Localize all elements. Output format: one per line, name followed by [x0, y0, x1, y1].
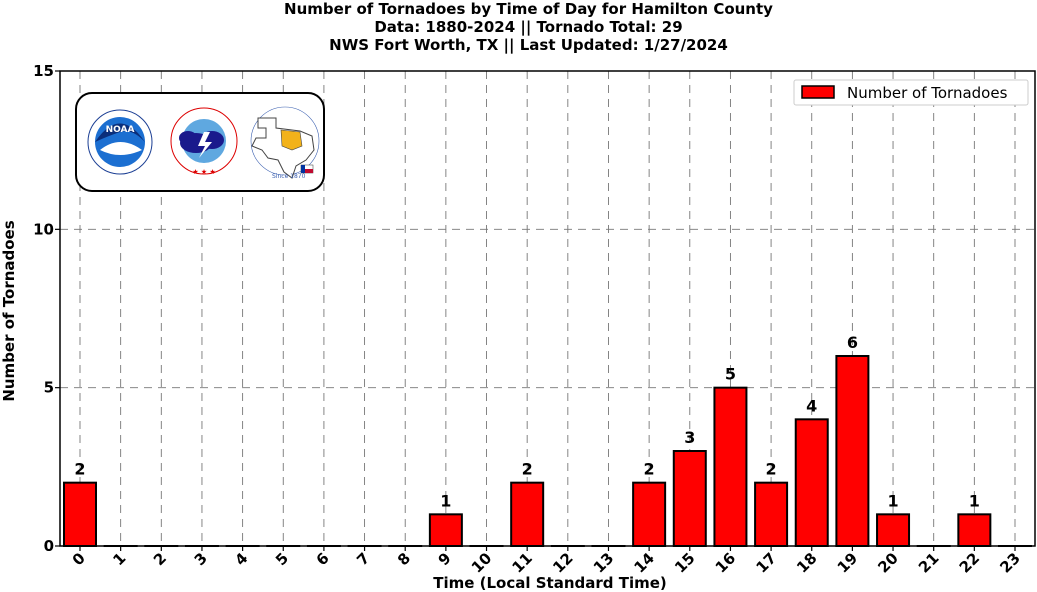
y-tick-label: 10: [33, 220, 54, 238]
data-labels-group: 2 1 2 2 3 5 2 4 6 1 1: [74, 333, 979, 510]
bar: [957, 513, 992, 547]
y-axis-label: Number of Tornadoes: [0, 220, 18, 401]
data-label: 2: [766, 460, 777, 479]
y-tick-label: 15: [33, 62, 54, 80]
x-tick-label: 4: [231, 549, 251, 569]
bar: [754, 481, 789, 547]
x-tick-label: 19: [834, 549, 861, 576]
x-tick-label: 6: [313, 549, 333, 569]
nws-star-icon: ★ ★ ★: [192, 168, 215, 176]
y-tick-label: 5: [44, 379, 54, 397]
data-label: 6: [847, 333, 858, 352]
legend: Number of Tornadoes: [793, 79, 1029, 106]
title-line-1: Number of Tornadoes by Time of Day for H…: [284, 0, 773, 18]
bar: [713, 386, 748, 547]
x-tick-label: 5: [272, 549, 292, 569]
x-tick-label: 23: [996, 549, 1023, 576]
logo-panel: NOAA ★ ★ ★ Since 1870: [75, 92, 325, 192]
legend-box: [793, 79, 1029, 106]
x-tick-label: 12: [549, 549, 576, 576]
bar: [794, 418, 829, 548]
y-tick-label: 0: [44, 537, 54, 555]
x-tick-label: 17: [752, 549, 779, 576]
bars-group: [63, 355, 1032, 548]
x-axis-label: Time (Local Standard Time): [433, 574, 667, 592]
x-tick-label: 1: [109, 549, 129, 569]
legend-label: Number of Tornadoes: [847, 84, 1008, 102]
data-label: 1: [969, 491, 980, 510]
data-label: 5: [725, 365, 736, 384]
x-tick-label: 10: [468, 549, 495, 576]
x-tick-label: 18: [793, 549, 820, 576]
x-tick-label: 7: [353, 549, 373, 569]
x-tick-label: 15: [671, 549, 698, 576]
noaa-logo-text: NOAA: [106, 125, 135, 135]
data-label: 4: [806, 396, 817, 415]
x-tick-label: 16: [712, 549, 739, 576]
nws-since-text: Since 1870: [272, 173, 306, 180]
data-label: 1: [440, 491, 451, 510]
data-label: 2: [74, 460, 85, 479]
bar: [672, 450, 707, 547]
x-ticks-group: 0 1 2 3 4 5 6 7 8 9 10 11 12 13 14 15 16 17 18 19 20 21 22 23: [69, 546, 1024, 577]
bar: [835, 355, 870, 547]
texas-map-icon: Since 1870: [250, 106, 320, 180]
bar: [876, 513, 911, 547]
x-tick-label: 3: [191, 549, 211, 569]
data-label: 2: [644, 460, 655, 479]
title-line-2: Data: 1880-2024 || Tornado Total: 29: [374, 18, 683, 36]
legend-swatch: [801, 85, 835, 99]
x-tick-label: 0: [69, 549, 89, 569]
data-label: 3: [684, 428, 695, 447]
x-tick-label: 14: [630, 549, 657, 576]
x-tick-label: 8: [394, 549, 414, 569]
x-tick-label: 11: [509, 549, 536, 576]
y-ticks-group: 0 5 10 15: [33, 62, 60, 555]
bar: [510, 481, 545, 547]
nws-logo-icon: ★ ★ ★: [170, 107, 238, 176]
title-line-3: NWS Fort Worth, TX || Last Updated: 1/27…: [329, 36, 728, 54]
data-label: 2: [522, 460, 533, 479]
x-tick-label: 21: [915, 549, 942, 576]
x-tick-label: 9: [435, 549, 455, 569]
plot-frame: [59, 70, 1036, 547]
x-tick-label: 2: [150, 549, 170, 569]
noaa-logo-icon: NOAA: [87, 109, 153, 175]
x-tick-label: 22: [956, 549, 983, 576]
bar: [63, 481, 97, 547]
data-label: 1: [887, 491, 898, 510]
bar: [632, 481, 667, 547]
chart-title: Number of Tornadoes by Time of Day for H…: [0, 0, 1037, 54]
bar: [428, 513, 463, 547]
x-tick-label: 13: [590, 549, 617, 576]
x-tick-label: 20: [874, 549, 901, 576]
